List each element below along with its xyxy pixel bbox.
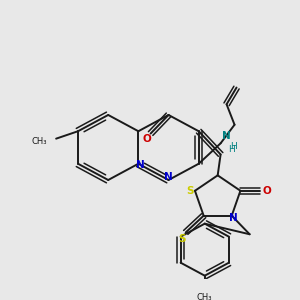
- Text: N: N: [136, 160, 145, 170]
- Text: S: S: [178, 234, 185, 244]
- Text: O: O: [263, 186, 272, 196]
- Text: H: H: [229, 145, 235, 154]
- Text: O: O: [142, 134, 151, 144]
- Text: CH₃: CH₃: [197, 293, 212, 300]
- Text: CH₃: CH₃: [32, 137, 47, 146]
- Text: N: N: [222, 131, 230, 141]
- Text: N: N: [164, 172, 173, 182]
- Text: H: H: [231, 142, 237, 151]
- Text: N: N: [229, 214, 238, 224]
- Text: S: S: [186, 186, 194, 196]
